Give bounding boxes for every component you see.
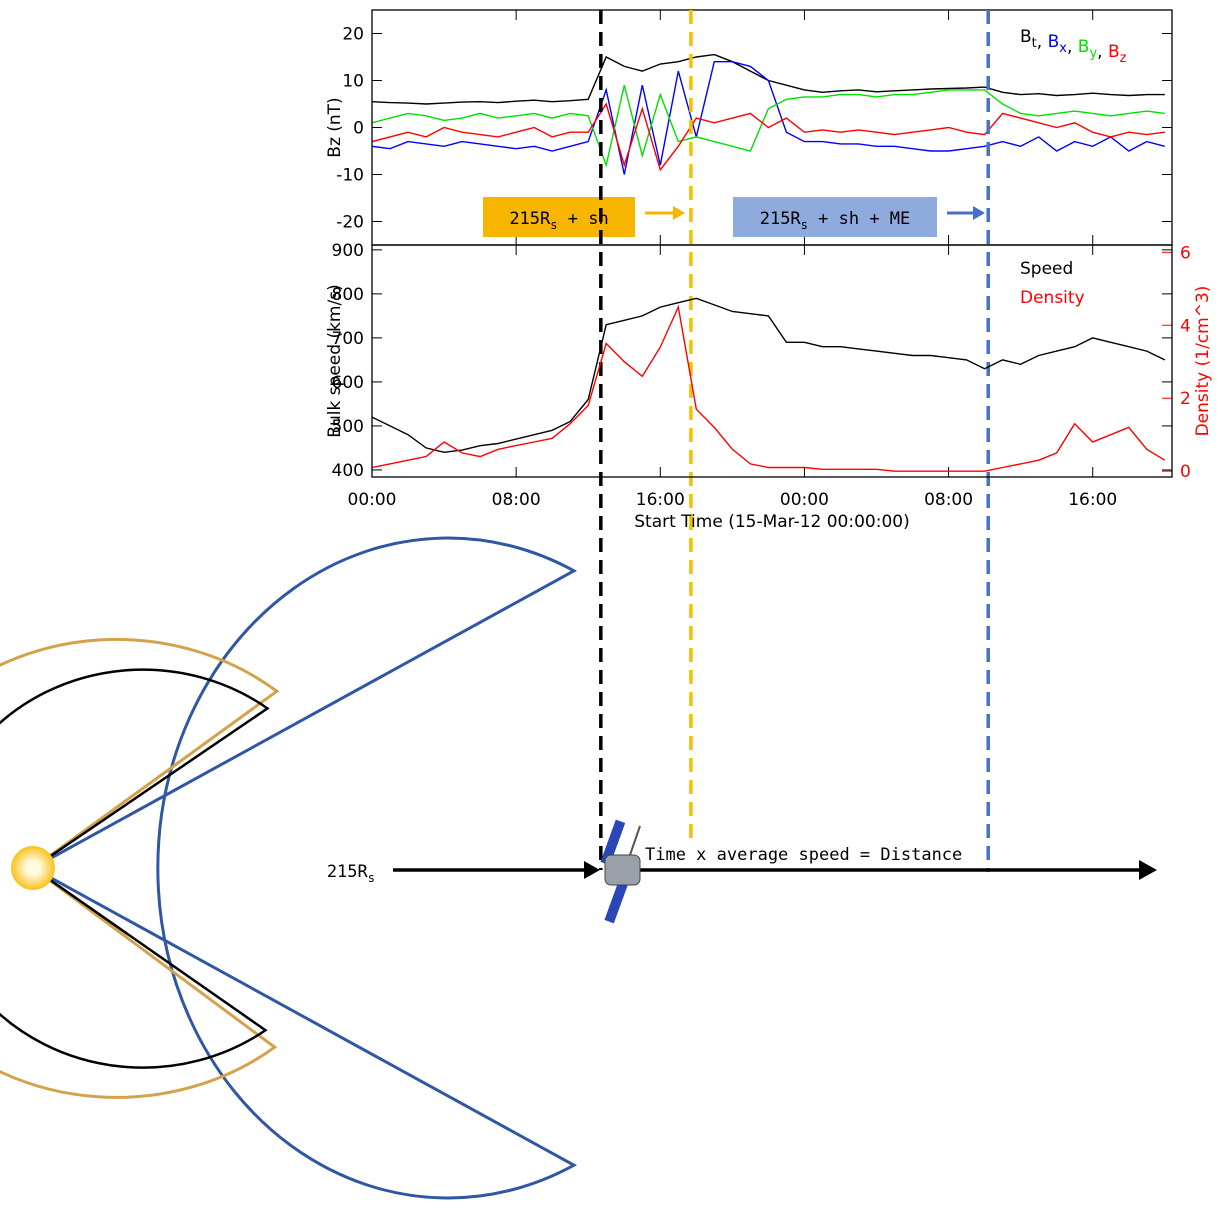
legend: Bt, Bx, By, Bz <box>1020 27 1127 66</box>
legend-entry: B <box>1078 37 1090 57</box>
annotation-main: 215R <box>760 209 802 229</box>
annotation-main: 215R <box>509 209 551 229</box>
legend-entry: Speed <box>1020 259 1073 279</box>
series-line <box>372 307 1165 471</box>
spacecraft-body <box>605 855 640 885</box>
y-tick-label: 900 <box>332 241 364 261</box>
legend-separator: , <box>1037 32 1048 52</box>
x-tick-label: 00:00 <box>348 490 397 510</box>
x-tick-label: 08:00 <box>924 490 973 510</box>
distance-label: 215Rs <box>327 862 375 885</box>
series-line <box>372 55 1165 104</box>
annotation-sub: s <box>801 218 808 232</box>
distance-sub: s <box>368 871 375 885</box>
equation: Time x average speed = Distance <box>645 845 962 865</box>
y2-tick-label: 2 <box>1180 389 1191 409</box>
y-tick-label: 400 <box>332 461 364 481</box>
x-tick-label: 08:00 <box>492 490 541 510</box>
arrowhead <box>1139 860 1157 880</box>
distance-main: 215R <box>327 862 369 882</box>
y2-axis-label: Density (1/cm^3) <box>1193 286 1213 437</box>
series-line <box>372 62 1165 175</box>
legend-entry: B <box>1108 42 1120 62</box>
figure: -20-1001020Bz (nT)Bt, Bx, By, Bz215Rs + … <box>0 0 1217 1207</box>
page: {"chart_data": [ {"type": "line", "ylabe… <box>0 0 1217 1207</box>
legend-separator: , <box>1097 42 1108 62</box>
legend-entry-sub: z <box>1120 51 1127 66</box>
y-axis-label: Bulk speed (km/s) <box>325 284 345 437</box>
y-tick-label: 20 <box>342 25 364 45</box>
series-line <box>372 104 1165 170</box>
x-axis-label: Start Time (15-Mar-12 00:00:00) <box>634 512 909 532</box>
x-tick-label: 00:00 <box>780 490 829 510</box>
legend-entry: B <box>1048 32 1060 52</box>
legend-separator: , <box>1067 37 1078 57</box>
y-tick-label: -10 <box>336 166 364 186</box>
arrowhead <box>584 861 600 879</box>
annotation-arrowhead <box>973 206 985 220</box>
y-tick-label: 10 <box>342 72 364 92</box>
legend-entry: Density <box>1020 288 1085 308</box>
y2-tick-label: 6 <box>1180 243 1191 263</box>
y2-tick-label: 0 <box>1180 462 1191 482</box>
cme-front <box>33 538 574 1198</box>
sun <box>11 846 55 890</box>
y2-tick-label: 4 <box>1180 316 1191 336</box>
y-tick-label: 0 <box>353 119 364 139</box>
annotation-text: 215Rs + sh <box>509 209 608 232</box>
annotation-sub: s <box>550 218 557 232</box>
y-axis-label: Bz (nT) <box>325 97 345 157</box>
x-tick-label: 16:00 <box>636 490 685 510</box>
annotation-arrowhead <box>673 206 685 220</box>
spacecraft-antenna <box>630 826 640 855</box>
annotation-text: 215Rs + sh + ME <box>760 209 911 232</box>
plot-frame <box>372 245 1172 477</box>
x-tick-label: 16:00 <box>1068 490 1117 510</box>
series-line <box>372 298 1165 452</box>
y-tick-label: -20 <box>336 213 364 233</box>
annotation-rest: + sh + ME <box>808 209 910 229</box>
legend-entry: B <box>1020 27 1032 47</box>
